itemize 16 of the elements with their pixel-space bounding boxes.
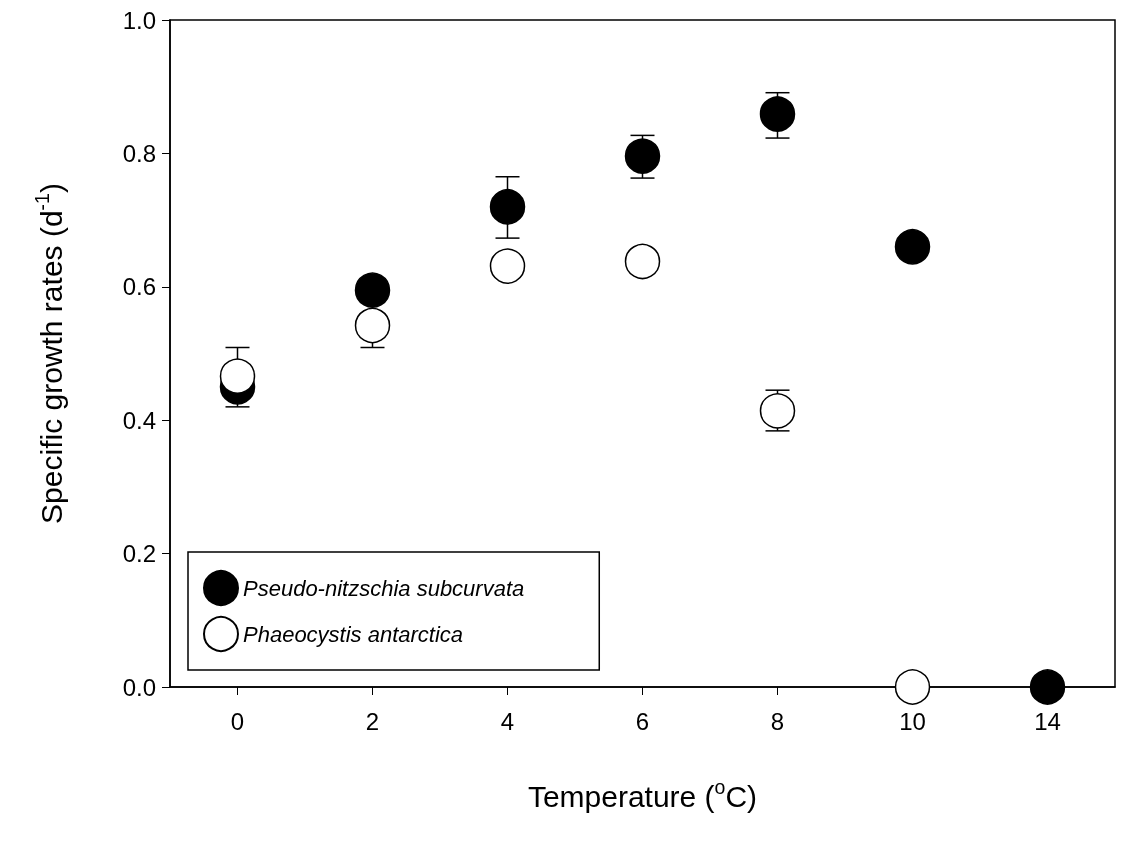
y-tick-label: 0.6 xyxy=(122,273,156,301)
x-tick-label: 0 xyxy=(230,707,245,735)
x-tick-label: 8 xyxy=(770,707,785,735)
y-tick-label: 0.2 xyxy=(122,540,156,568)
legend-label: Phaeocystis antarctica xyxy=(243,621,464,647)
y-tick-label: 0.4 xyxy=(122,406,156,434)
x-tick-label: 10 xyxy=(899,707,926,735)
y-tick-label: 0.8 xyxy=(122,139,156,167)
y-tick-label: 1.0 xyxy=(122,6,156,34)
x-tick-label: 4 xyxy=(500,707,515,735)
y-axis-title: Specific growth rates (d-1) xyxy=(31,183,68,524)
x-tick-label: 6 xyxy=(635,707,650,735)
x-tick-label: 14 xyxy=(1034,707,1061,735)
x-tick-label: 2 xyxy=(365,707,380,735)
y-tick-label: 0.0 xyxy=(122,673,156,701)
legend-label: Pseudo-nitzschia subcurvata xyxy=(243,575,525,601)
